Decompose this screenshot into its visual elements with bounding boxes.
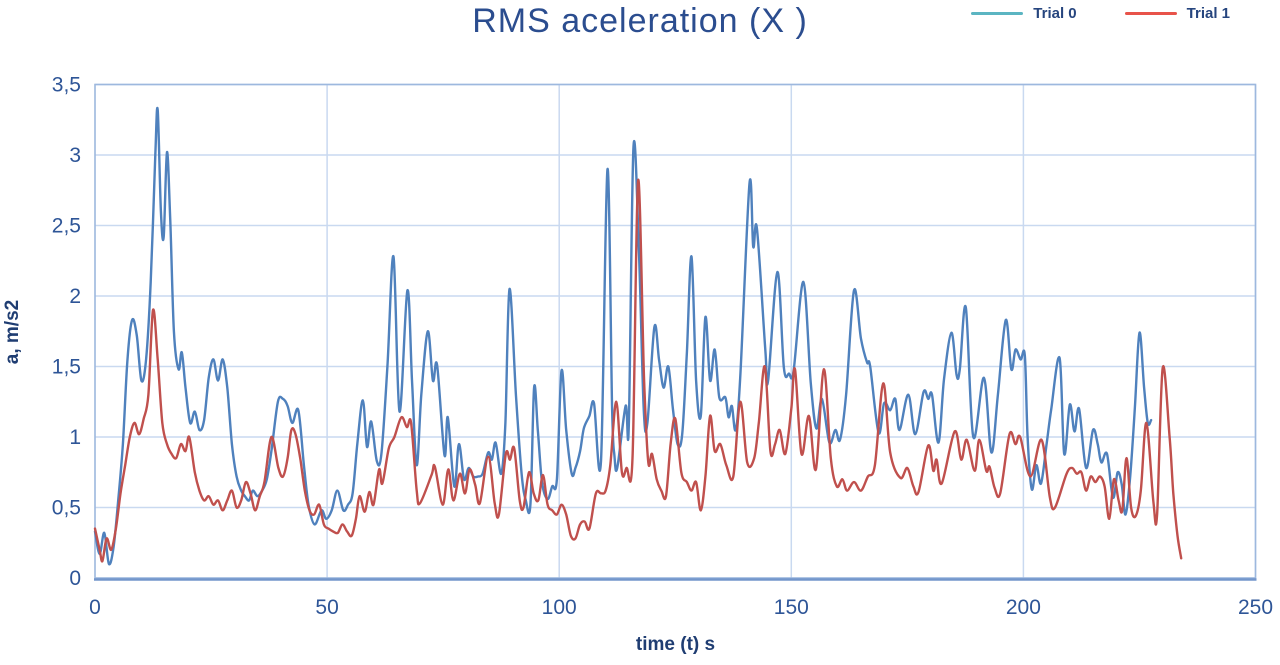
legend-item-trial-0: Trial 0 — [971, 5, 1077, 22]
series-line-trial-0 — [93, 106, 1153, 566]
x-axis-title: time (t) s — [635, 634, 716, 655]
x-tick-label-50: 50 — [315, 596, 338, 619]
y-tick-label-0: 0 — [69, 567, 81, 590]
y-tick-label-1,5: 1,5 — [52, 356, 81, 379]
y-tick-label-2: 2 — [69, 285, 81, 308]
y-tick-label-1: 1 — [69, 426, 81, 449]
legend: Trial 0 Trial 1 — [971, 5, 1230, 22]
y-tick-label-0,5: 0,5 — [52, 497, 81, 520]
trial-0-line-swatch — [971, 12, 1024, 15]
legend-label-trial-0: Trial 0 — [1033, 5, 1077, 22]
y-tick-label-2,5: 2,5 — [52, 215, 81, 238]
plot-border — [94, 83, 1257, 579]
y-tick-label-3: 3 — [69, 144, 81, 167]
x-tick-label-200: 200 — [1006, 596, 1041, 619]
y-tick-label-3,5: 3,5 — [52, 74, 81, 97]
x-tick-label-150: 150 — [774, 596, 809, 619]
x-tick-label-0: 0 — [89, 596, 101, 619]
x-tick-label-250: 250 — [1238, 596, 1273, 619]
legend-item-trial-1: Trial 1 — [1124, 5, 1230, 22]
chart-title: RMS aceleration (X ) — [472, 2, 808, 40]
trial-1-line-swatch — [1124, 12, 1177, 15]
x-tick-label-100: 100 — [542, 596, 577, 619]
y-axis-title: a, m/s2 — [2, 299, 23, 365]
series-line-trial-1 — [93, 178, 1183, 563]
legend-label-trial-1: Trial 1 — [1186, 5, 1230, 22]
